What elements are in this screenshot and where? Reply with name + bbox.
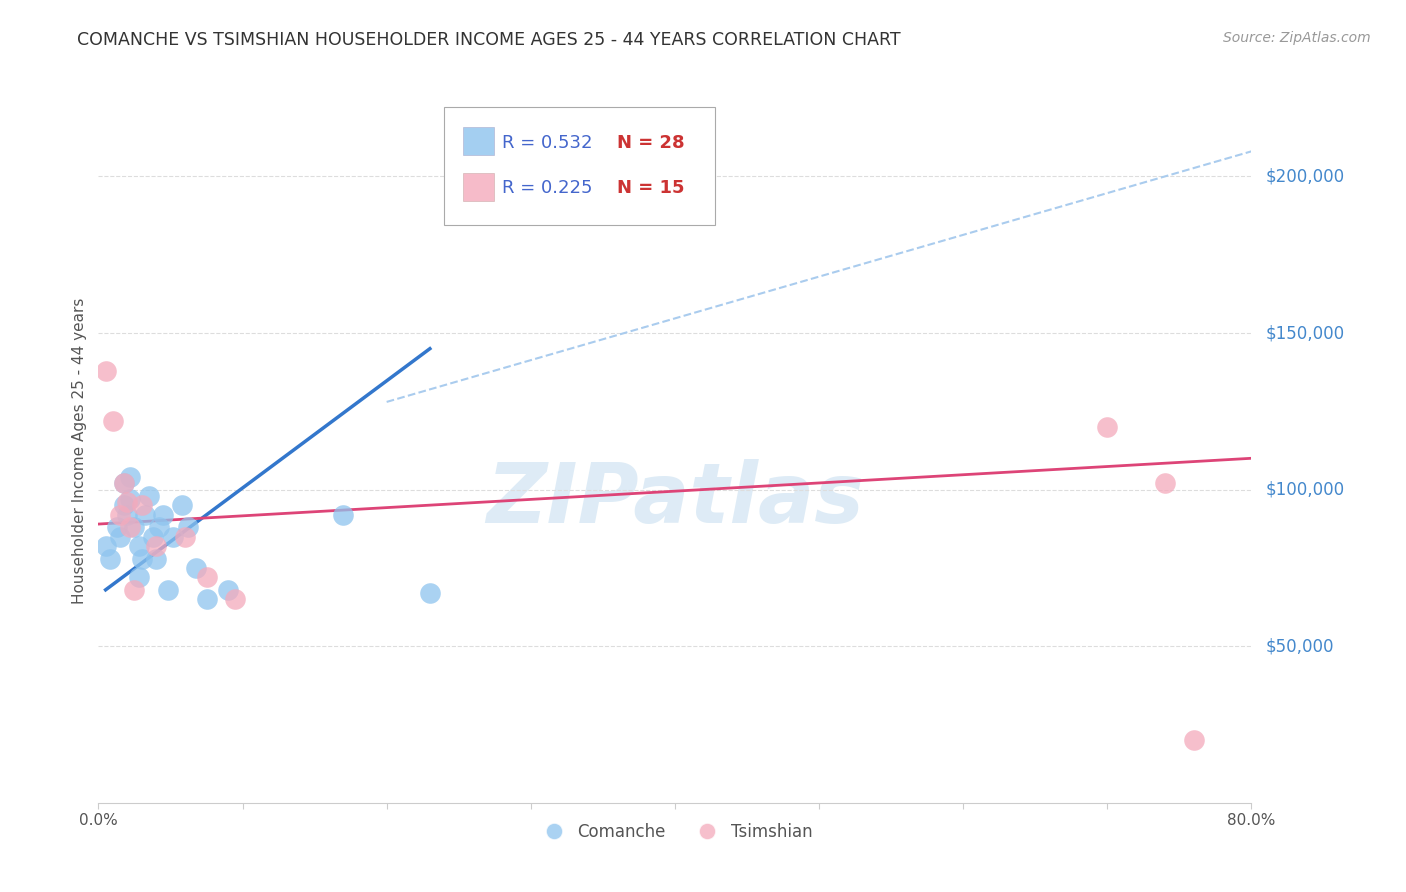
Point (134, 508, 156, 522)
Point (112, 476, 135, 491)
FancyBboxPatch shape (444, 106, 716, 225)
Point (162, 530, 184, 544)
Point (98, 551, 121, 566)
Point (128, 570, 150, 584)
Point (120, 470, 142, 484)
Point (105, 520, 128, 534)
Point (186, 561, 208, 575)
Text: $150,000: $150,000 (1265, 324, 1344, 342)
Text: R = 0.225: R = 0.225 (502, 178, 592, 196)
Point (112, 476, 135, 491)
Point (1154, 476, 1177, 491)
Point (174, 530, 197, 544)
Point (108, 508, 131, 522)
Point (124, 520, 146, 534)
Point (332, 508, 354, 522)
Point (145, 551, 167, 566)
Text: R = 0.532: R = 0.532 (502, 134, 592, 152)
Point (138, 489, 160, 503)
Point (101, 414, 124, 428)
Point (145, 539, 167, 553)
Point (117, 495, 139, 509)
Point (156, 582, 179, 597)
Point (120, 491, 142, 506)
Text: N = 15: N = 15 (617, 178, 685, 196)
Point (117, 508, 139, 522)
Point (94, 539, 117, 553)
Point (195, 570, 218, 584)
Point (148, 520, 170, 534)
Text: $100,000: $100,000 (1265, 481, 1344, 499)
Y-axis label: Householder Income Ages 25 - 44 years: Householder Income Ages 25 - 44 years (72, 297, 87, 604)
Point (177, 520, 200, 534)
Point (131, 498, 153, 512)
Point (124, 582, 146, 597)
Text: $200,000: $200,000 (1265, 168, 1344, 186)
Point (128, 539, 150, 553)
Point (131, 551, 153, 566)
Legend: Comanche, Tsimshian: Comanche, Tsimshian (530, 816, 820, 847)
Point (195, 592, 218, 607)
Point (108, 530, 131, 544)
Point (1097, 420, 1119, 434)
FancyBboxPatch shape (463, 173, 494, 201)
Point (1182, 733, 1205, 747)
Text: COMANCHE VS TSIMSHIAN HOUSEHOLDER INCOME AGES 25 - 44 YEARS CORRELATION CHART: COMANCHE VS TSIMSHIAN HOUSEHOLDER INCOME… (77, 31, 901, 49)
Text: ZIPatlas: ZIPatlas (486, 459, 863, 541)
Point (120, 520, 142, 534)
FancyBboxPatch shape (463, 127, 494, 155)
Text: Source: ZipAtlas.com: Source: ZipAtlas.com (1223, 31, 1371, 45)
Text: N = 28: N = 28 (617, 134, 685, 152)
Point (224, 592, 246, 607)
Point (217, 582, 239, 597)
Point (152, 508, 174, 522)
Point (94, 363, 117, 377)
Text: $50,000: $50,000 (1265, 637, 1334, 656)
Point (419, 586, 441, 600)
Point (112, 498, 135, 512)
Point (170, 498, 193, 512)
Point (142, 530, 165, 544)
